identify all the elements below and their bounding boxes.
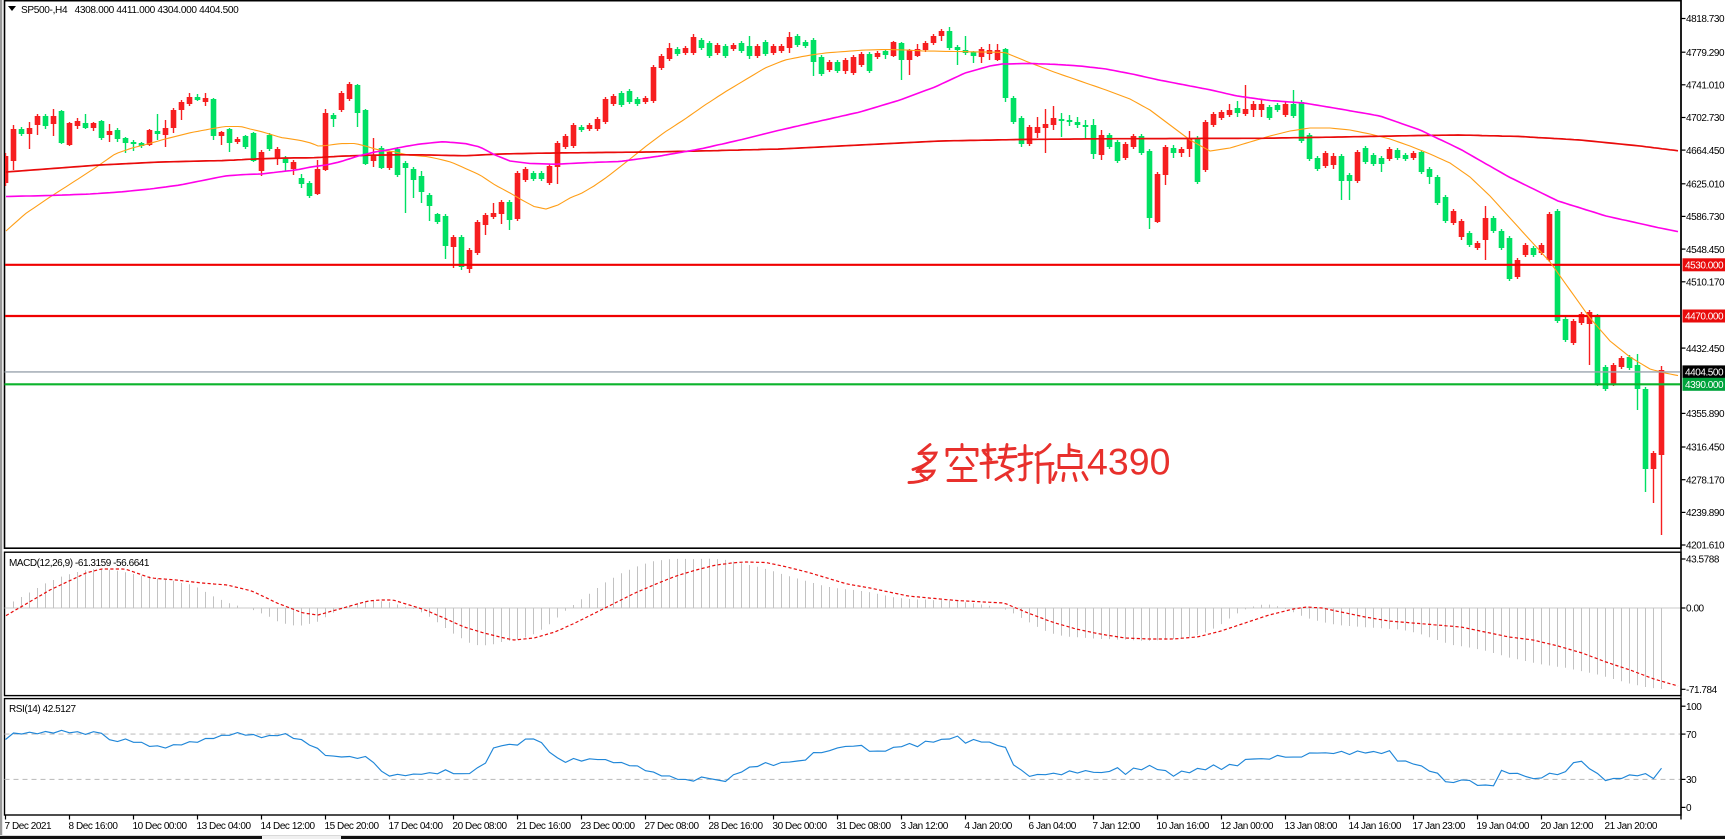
svg-text:23 Dec 00:00: 23 Dec 00:00 [581,821,636,832]
svg-text:20 Dec 08:00: 20 Dec 08:00 [453,821,508,832]
svg-text:4278.170: 4278.170 [1686,475,1725,486]
svg-text:4390.000: 4390.000 [1685,380,1724,391]
svg-text:12 Jan 00:00: 12 Jan 00:00 [1221,821,1274,832]
svg-text:30 Dec 00:00: 30 Dec 00:00 [773,821,828,832]
svg-text:3 Jan 12:00: 3 Jan 12:00 [901,821,949,832]
svg-text:4390: 4390 [1087,441,1170,483]
svg-text:70: 70 [1686,730,1697,741]
svg-text:7 Dec 2021: 7 Dec 2021 [5,821,53,832]
svg-text:4355.890: 4355.890 [1686,409,1725,420]
svg-text:4664.450: 4664.450 [1686,146,1725,157]
svg-text:15 Dec 20:00: 15 Dec 20:00 [325,821,380,832]
svg-text:4586.730: 4586.730 [1686,212,1725,223]
svg-text:43.5788: 43.5788 [1686,555,1720,566]
svg-text:0.00: 0.00 [1686,604,1705,615]
svg-text:28 Dec 16:00: 28 Dec 16:00 [709,821,764,832]
svg-text:100: 100 [1686,702,1702,713]
svg-text:20 Jan 12:00: 20 Jan 12:00 [1541,821,1594,832]
svg-text:4432.450: 4432.450 [1686,344,1725,355]
svg-text:4316.450: 4316.450 [1686,443,1725,454]
svg-text:4625.010: 4625.010 [1686,180,1725,191]
svg-text:4 Jan 20:00: 4 Jan 20:00 [965,821,1013,832]
svg-text:10 Dec 00:00: 10 Dec 00:00 [133,821,188,832]
svg-text:30: 30 [1686,775,1697,786]
svg-text:17 Jan 23:00: 17 Jan 23:00 [1413,821,1466,832]
svg-text:SP500-,H4 4308.000 4411.000: SP500-,H4 4308.000 4411.000 4304.000 440… [21,5,239,16]
svg-text:-71.784: -71.784 [1686,685,1718,696]
svg-text:4530.000: 4530.000 [1685,261,1724,272]
svg-text:13 Jan 08:00: 13 Jan 08:00 [1285,821,1338,832]
svg-text:4548.450: 4548.450 [1686,245,1725,256]
svg-text:4404.500: 4404.500 [1685,368,1724,379]
svg-text:RSI(14) 42.5127: RSI(14) 42.5127 [9,704,77,715]
svg-text:21 Dec 16:00: 21 Dec 16:00 [517,821,572,832]
svg-text:4779.290: 4779.290 [1686,48,1725,59]
svg-text:19 Jan 04:00: 19 Jan 04:00 [1477,821,1530,832]
svg-text:4201.610: 4201.610 [1686,541,1725,552]
svg-text:MACD(12,26,9) -61.3159 -56.664: MACD(12,26,9) -61.3159 -56.6641 [9,558,150,569]
svg-text:17 Dec 04:00: 17 Dec 04:00 [389,821,444,832]
svg-text:8 Dec 16:00: 8 Dec 16:00 [69,821,119,832]
svg-text:4470.000: 4470.000 [1685,312,1724,323]
svg-text:27 Dec 08:00: 27 Dec 08:00 [645,821,700,832]
svg-text:4239.890: 4239.890 [1686,508,1725,519]
svg-text:21 Jan 20:00: 21 Jan 20:00 [1605,821,1658,832]
svg-text:4510.170: 4510.170 [1686,278,1725,289]
svg-text:0: 0 [1686,803,1692,814]
svg-text:6 Jan 04:00: 6 Jan 04:00 [1029,821,1077,832]
svg-text:31 Dec 08:00: 31 Dec 08:00 [837,821,892,832]
svg-text:14 Dec 12:00: 14 Dec 12:00 [261,821,316,832]
svg-text:4818.730: 4818.730 [1686,14,1725,25]
svg-text:13 Dec 04:00: 13 Dec 04:00 [197,821,252,832]
svg-text:4741.010: 4741.010 [1686,81,1725,92]
svg-text:4702.730: 4702.730 [1686,113,1725,124]
svg-text:7 Jan 12:00: 7 Jan 12:00 [1093,821,1141,832]
svg-text:10 Jan 16:00: 10 Jan 16:00 [1157,821,1210,832]
svg-text:14 Jan 16:00: 14 Jan 16:00 [1349,821,1402,832]
